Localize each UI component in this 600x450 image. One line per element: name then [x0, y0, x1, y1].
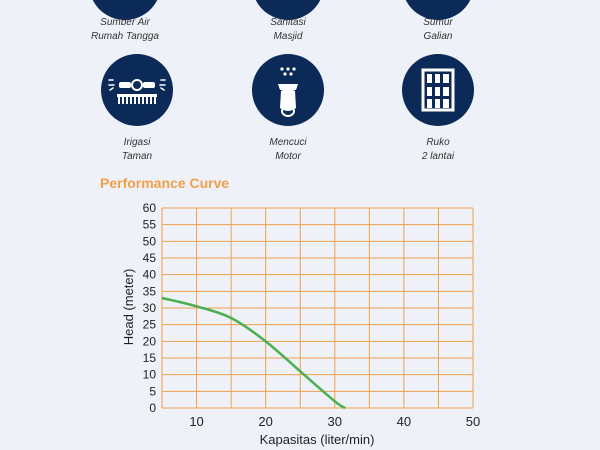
usage-label-line2: Masjid — [273, 31, 303, 42]
chart-grid — [161, 207, 474, 409]
usage-label: Mencuci Motor — [213, 136, 363, 164]
usage-label-line1: Irigasi — [123, 137, 151, 148]
usage-label: Sumur Galian — [363, 16, 513, 44]
y-tick-label: 45 — [143, 251, 157, 265]
usage-grid: Sumber Air Rumah Tangga Sanitasi Masjid … — [0, 0, 600, 170]
y-tick-label: 10 — [143, 368, 157, 382]
water-source-icon — [89, 0, 161, 20]
x-axis-label: Kapasitas (liter/min) — [260, 432, 375, 447]
usage-label-line1: Sumber Air — [100, 17, 150, 28]
chart-series — [161, 296, 346, 410]
performance-chart: 0 5 10 15 20 25 30 35 40 45 50 55 60 10 20 30 40 50 Kapas… — [121, 201, 481, 447]
usage-label-line1: Ruko — [426, 137, 450, 148]
y-tick-label: 5 — [149, 384, 156, 398]
building-icon — [402, 54, 474, 126]
usage-label-line2: Galian — [423, 31, 453, 42]
y-tick-label: 40 — [143, 268, 157, 282]
usage-label-line2: Rumah Tangga — [90, 31, 159, 42]
usage-label-line1: Mencuci — [269, 137, 307, 148]
x-tick-label: 10 — [189, 414, 203, 429]
scooter-icon — [252, 54, 324, 126]
y-tick-label: 60 — [143, 201, 157, 215]
mosque-icon — [252, 0, 324, 20]
usage-label-line2: Taman — [121, 151, 153, 162]
usage-label-line2: 2 lantai — [421, 151, 455, 162]
y-tick-label: 30 — [143, 301, 157, 315]
y-tick-label: 20 — [143, 334, 157, 348]
x-tick-label: 40 — [397, 414, 411, 429]
usage-label: Sanitasi Masjid — [213, 16, 363, 44]
y-tick-label: 15 — [143, 351, 157, 365]
chart-ticks: 0 5 10 15 20 25 30 35 40 45 50 55 60 10 20 30 40 50 — [143, 201, 481, 429]
usage-label-line1: Sanitasi — [270, 17, 306, 28]
y-tick-label: 25 — [143, 318, 157, 332]
section-title: Performance Curve — [100, 175, 230, 191]
y-tick-label: 35 — [143, 284, 157, 298]
well-icon — [402, 0, 474, 20]
performance-curve-line — [161, 296, 346, 410]
usage-label-line1: Sumur — [423, 17, 453, 28]
x-tick-label: 20 — [258, 414, 272, 429]
y-tick-label: 50 — [143, 234, 157, 248]
y-axis-label: Head (meter) — [121, 269, 136, 346]
y-tick-label: 55 — [143, 218, 157, 232]
sprinkler-icon — [101, 54, 173, 126]
x-tick-label: 30 — [328, 414, 342, 429]
x-tick-label: 50 — [466, 414, 480, 429]
usage-label-line2: Motor — [275, 151, 301, 162]
usage-label: Ruko 2 lantai — [363, 136, 513, 164]
usage-label: Sumber Air Rumah Tangga — [50, 16, 200, 44]
y-tick-label: 0 — [149, 401, 156, 415]
usage-label: Irigasi Taman — [62, 136, 212, 164]
